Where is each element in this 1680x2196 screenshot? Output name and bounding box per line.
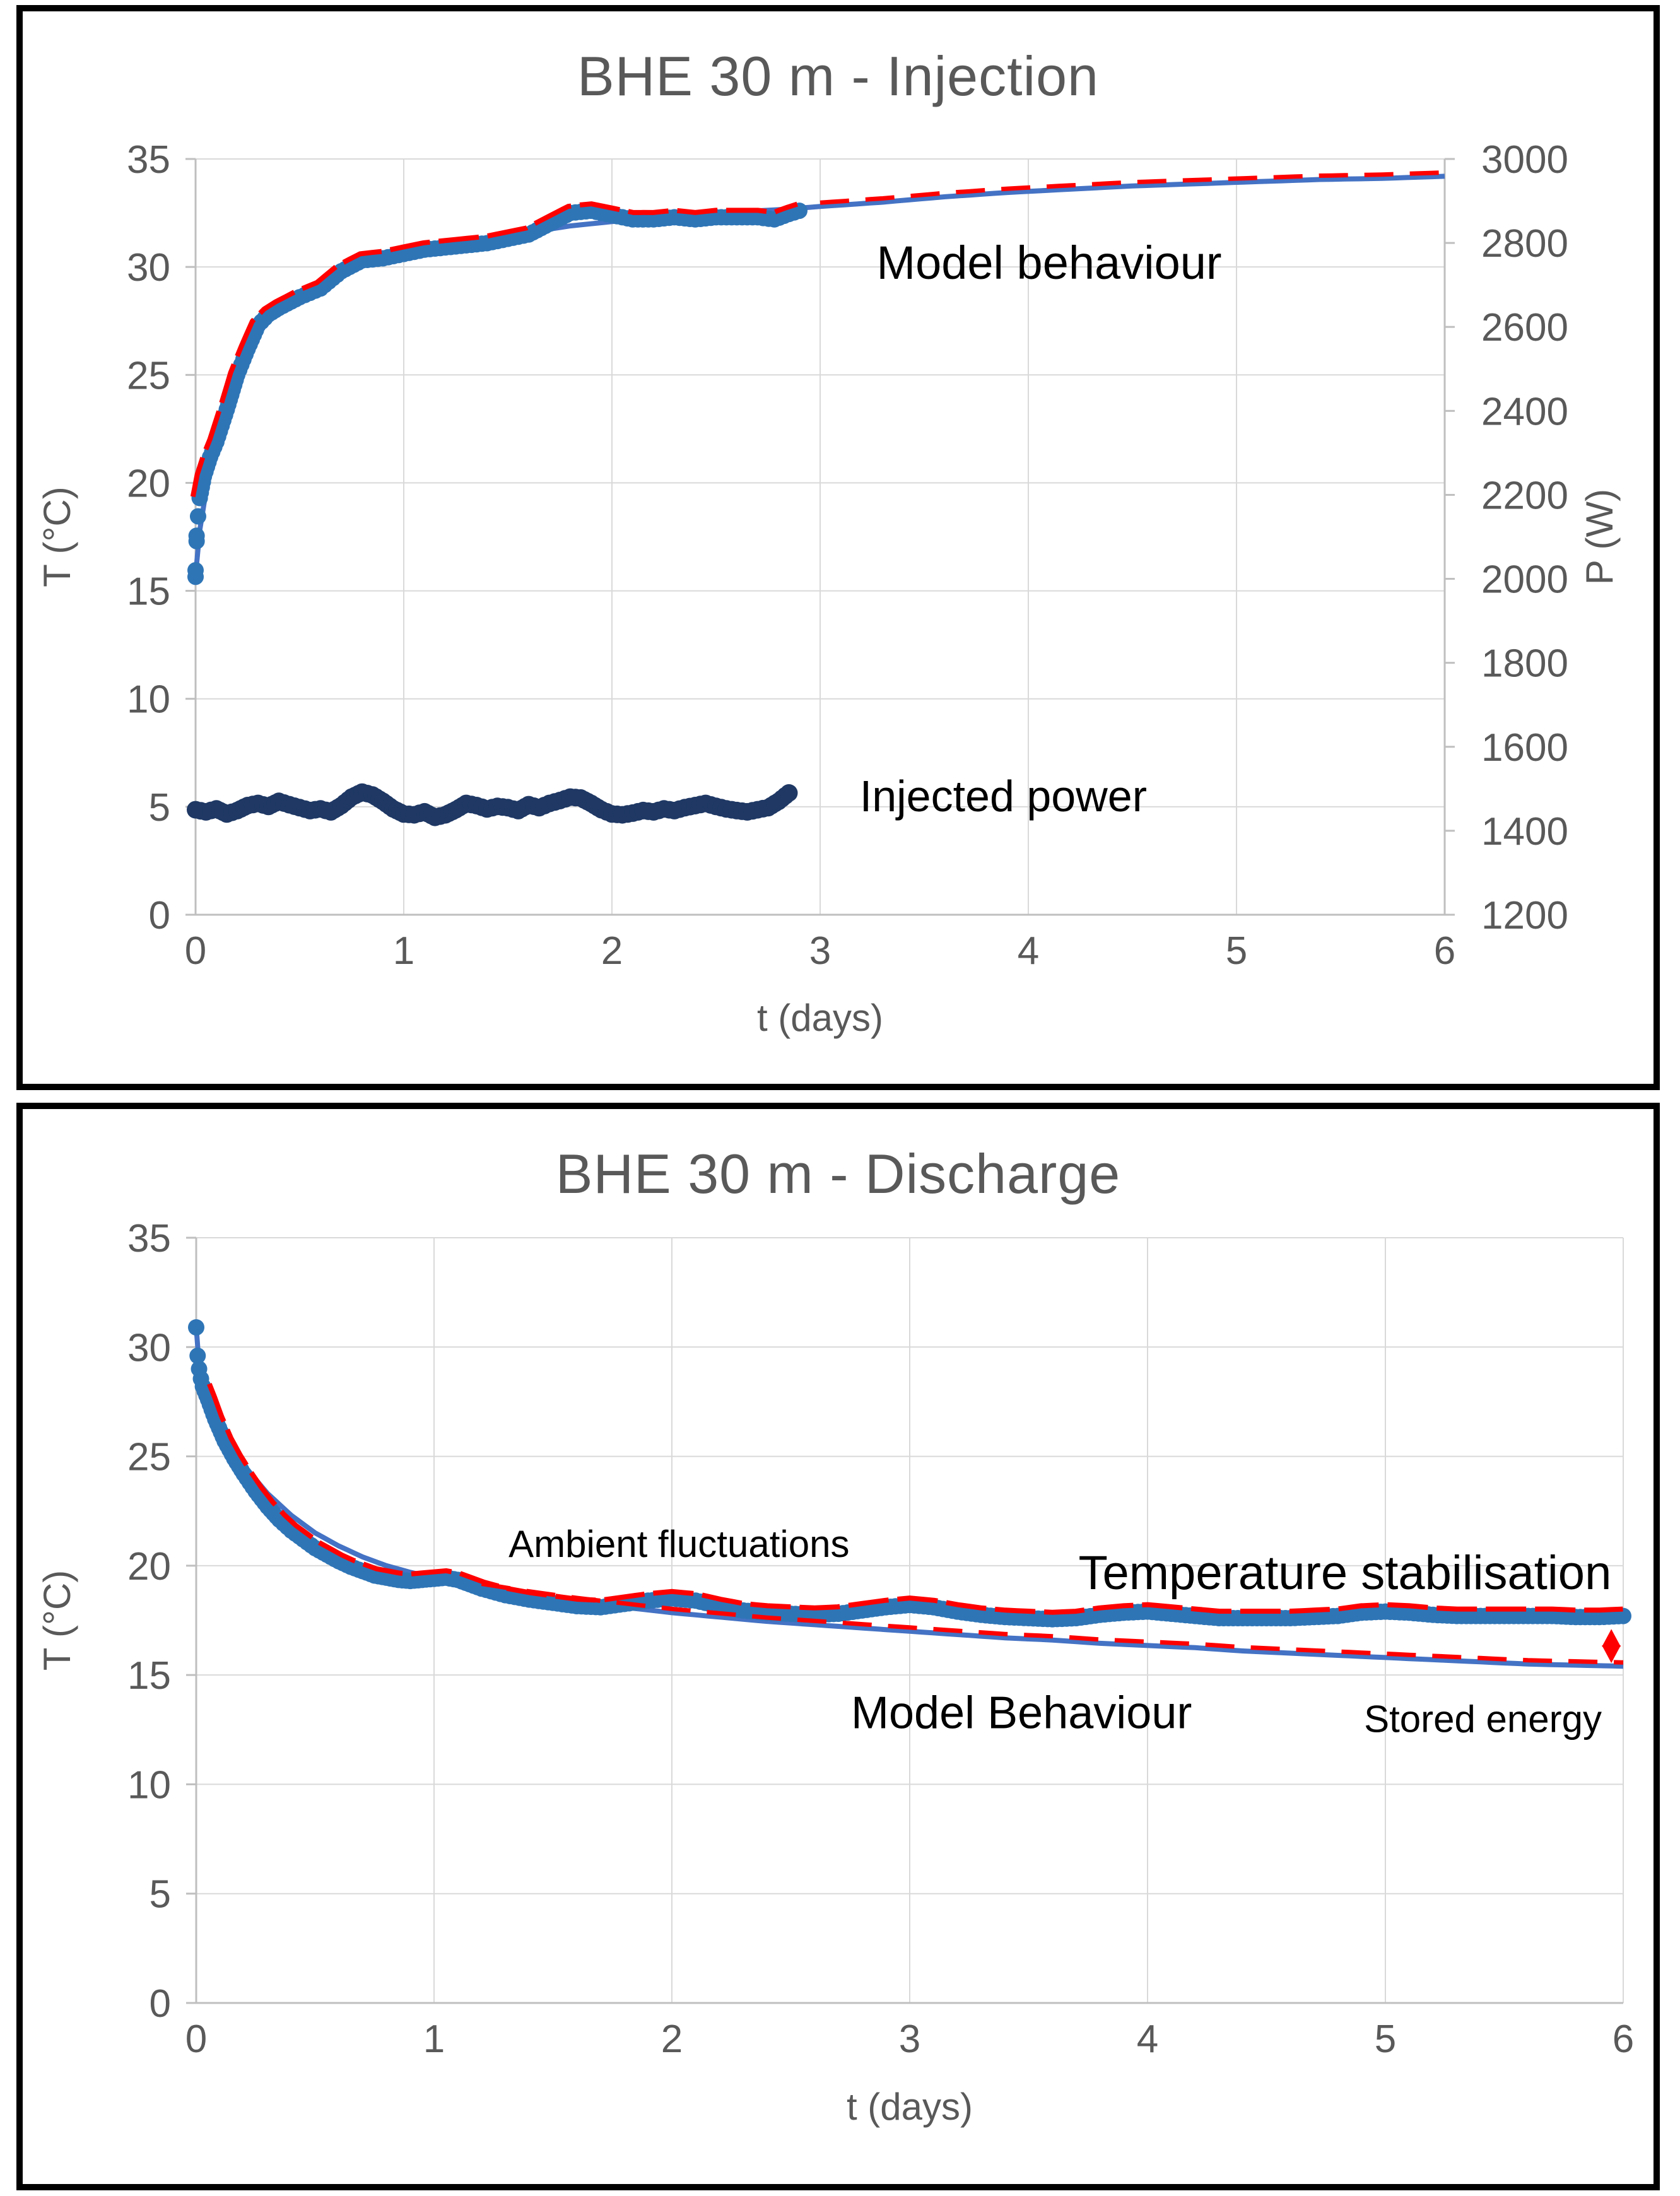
annotation: Model Behaviour — [851, 1688, 1192, 1738]
left-tick-label: 25 — [127, 1436, 171, 1479]
axis-labels: 0 5 10 15 20 25 30 35 0 1 2 3 4 5 6 t (days) T (°C) — [36, 1217, 1634, 2128]
right-tick-label: 2800 — [1481, 222, 1568, 266]
data-dot — [192, 1370, 209, 1387]
data-dot — [188, 1319, 204, 1336]
right-axis-title: P (W) — [1578, 489, 1621, 585]
annotation: Model behaviour — [876, 237, 1221, 289]
left-tick-label: 10 — [127, 678, 170, 722]
injection-chart-plot: 0510152025303512001400160018002000220024… — [36, 138, 1621, 1039]
arrow-head-down — [1602, 1645, 1621, 1664]
x-tick-label: 0 — [185, 929, 206, 973]
left-tick-label: 35 — [127, 138, 170, 182]
right-tick-label: 2400 — [1481, 390, 1568, 433]
x-tick-label: 5 — [1226, 929, 1247, 973]
annotation: Ambient fluctuations — [508, 1523, 849, 1565]
left-tick-label: 20 — [127, 462, 170, 505]
x-tick-label: 4 — [1137, 2017, 1158, 2061]
data-dots-temperature — [187, 203, 808, 585]
x-tick-label: 5 — [1375, 2017, 1396, 2061]
right-tick-label: 1800 — [1481, 642, 1568, 686]
x-tick-label: 0 — [185, 2017, 207, 2061]
x-tick-label: 1 — [393, 929, 414, 973]
x-tick-label: 3 — [809, 929, 831, 973]
right-tick-label: 2200 — [1481, 474, 1568, 517]
axis-labels: 0510152025303512001400160018002000220024… — [36, 138, 1621, 1039]
left-tick-label: 0 — [150, 1982, 171, 2026]
injection-chart-frame: BHE 30 m - Injection 0 5 10 15 20 25 30 35 1200 1… — [16, 5, 1660, 1090]
left-tick-label: 25 — [127, 354, 170, 397]
x-tick-label: 2 — [661, 2017, 683, 2061]
data-dot — [1615, 1607, 1631, 1624]
stored-energy-arrow — [1602, 1629, 1621, 1664]
x-axis-title: t (days) — [847, 2086, 973, 2128]
axes — [185, 158, 1455, 916]
injection-chart-title: BHE 30 m - Injection — [577, 45, 1099, 107]
measured-red-topline — [190, 201, 798, 498]
left-axis-title: T (°C) — [36, 486, 78, 587]
data-dot — [188, 527, 205, 544]
left-tick-label: 0 — [149, 894, 170, 937]
data-dot — [780, 784, 798, 802]
annotation: Stored energy — [1364, 1698, 1602, 1740]
right-tick-label: 3000 — [1481, 138, 1568, 182]
arrow-head-up — [1602, 1629, 1621, 1647]
model-red-dashes — [819, 170, 1445, 205]
left-tick-label: 20 — [127, 1545, 171, 1588]
x-tick-label: 3 — [899, 2017, 920, 2061]
left-tick-label: 35 — [127, 1217, 171, 1260]
model-line — [194, 1327, 1624, 1669]
discharge-chart-frame: BHE 30 m - Discharge 0 5 10 15 20 25 30 35 0 1 2 3 4… — [16, 1103, 1660, 2190]
left-tick-label: 30 — [127, 246, 170, 290]
x-tick-label: 1 — [423, 2017, 445, 2061]
right-tick-label: 2000 — [1481, 558, 1568, 602]
right-tick-label: 2600 — [1481, 306, 1568, 349]
x-tick-label: 6 — [1434, 929, 1455, 973]
x-tick-label: 2 — [601, 929, 623, 973]
data-dot — [189, 1348, 206, 1365]
annotation: Injected power — [860, 772, 1147, 821]
annotation: Temperature stabilisation — [1078, 1546, 1611, 1600]
left-tick-label: 30 — [127, 1326, 171, 1370]
left-tick-label: 5 — [149, 786, 170, 830]
right-tick-label: 1200 — [1481, 894, 1568, 937]
discharge-chart-plot: 0 5 10 15 20 25 30 35 0 1 2 3 4 5 6 t (days) T (°C) Ambie… — [36, 1217, 1634, 2128]
left-tick-label: 15 — [127, 570, 170, 614]
data-dot — [187, 562, 204, 579]
right-tick-label: 1400 — [1481, 810, 1568, 854]
data-dots-power — [187, 783, 798, 826]
data-dot — [189, 508, 206, 525]
discharge-chart-title: BHE 30 m - Discharge — [555, 1142, 1121, 1205]
x-axis-title: t (days) — [757, 997, 883, 1039]
right-tick-label: 1600 — [1481, 726, 1568, 770]
x-tick-label: 4 — [1018, 929, 1039, 973]
left-tick-label: 15 — [127, 1654, 171, 1698]
measured-red-topline — [207, 1383, 1623, 1615]
left-tick-label: 10 — [127, 1763, 171, 1807]
left-axis-title: T (°C) — [36, 1570, 78, 1671]
model-red-dashes — [481, 1582, 1624, 1665]
left-tick-label: 5 — [150, 1873, 171, 1917]
x-tick-label: 6 — [1612, 2017, 1634, 2061]
